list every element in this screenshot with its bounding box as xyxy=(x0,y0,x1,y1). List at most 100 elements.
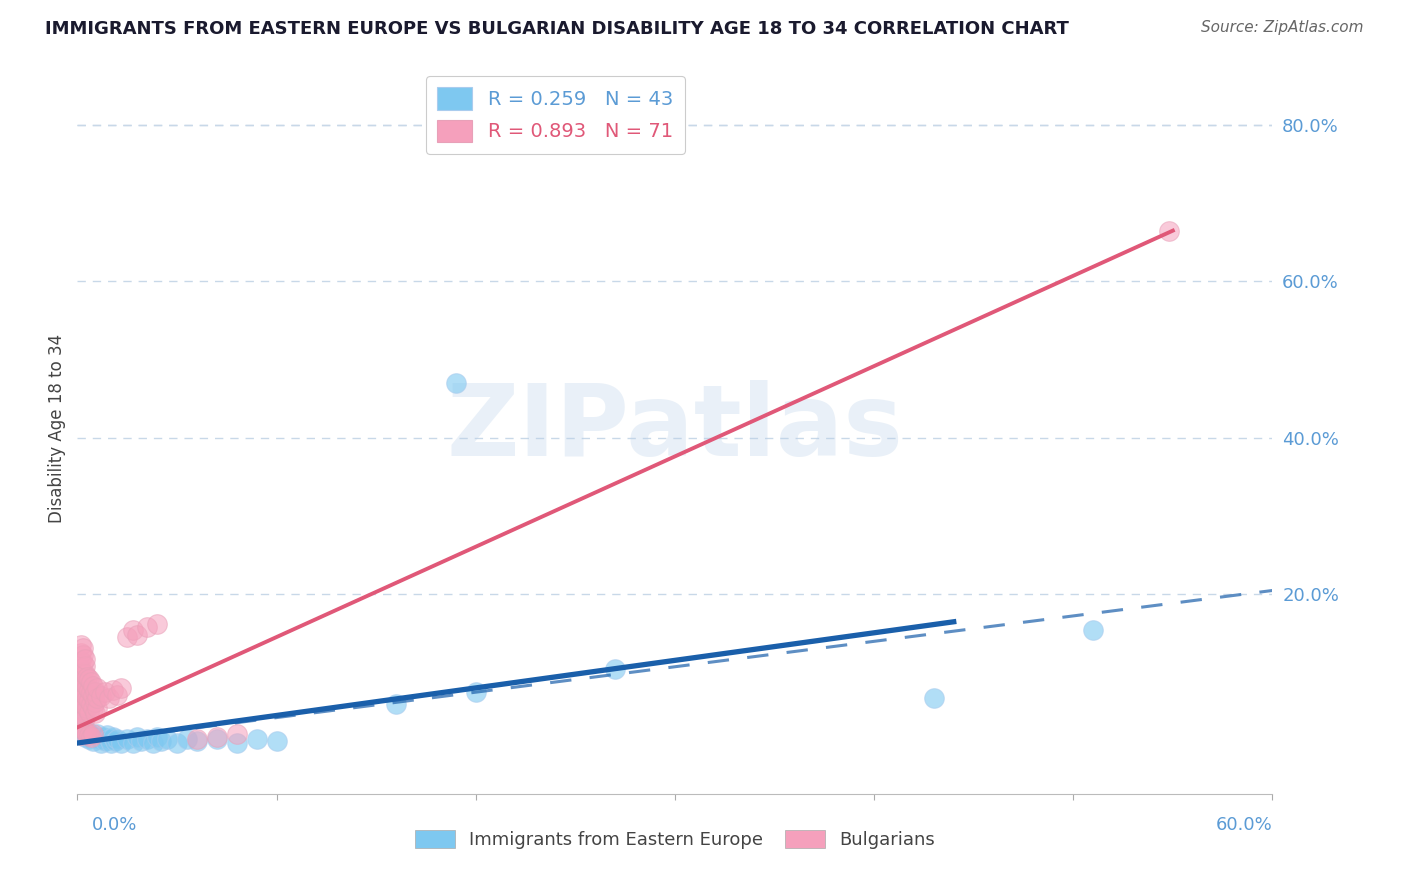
Point xyxy=(70,722,93,736)
Point xyxy=(100,736,122,750)
Point xyxy=(70,662,93,676)
Point xyxy=(72,640,94,655)
Point xyxy=(76,701,98,715)
Point xyxy=(225,726,247,740)
Point xyxy=(94,685,117,699)
Point xyxy=(67,669,90,683)
Point xyxy=(166,736,188,750)
Point xyxy=(82,689,104,703)
Point xyxy=(82,734,104,748)
Point xyxy=(67,716,90,731)
Point xyxy=(76,724,98,739)
Point xyxy=(75,724,97,739)
Point xyxy=(67,677,90,691)
Point xyxy=(72,648,94,663)
Point xyxy=(444,376,467,391)
Point xyxy=(79,682,101,697)
Point xyxy=(76,669,98,683)
Point xyxy=(104,734,127,748)
Point xyxy=(84,695,107,709)
Point xyxy=(103,682,124,697)
Point xyxy=(146,617,169,632)
Text: 0.0%: 0.0% xyxy=(91,816,136,834)
Point xyxy=(82,701,104,715)
Point xyxy=(90,689,112,703)
Point xyxy=(115,631,138,645)
Legend: Immigrants from Eastern Europe, Bulgarians: Immigrants from Eastern Europe, Bulgaria… xyxy=(408,822,942,856)
Point xyxy=(156,732,179,747)
Point xyxy=(105,688,128,702)
Point xyxy=(72,657,94,671)
Point xyxy=(186,732,208,747)
Point xyxy=(129,734,152,748)
Point xyxy=(79,728,101,742)
Point xyxy=(186,734,208,748)
Point xyxy=(98,690,121,705)
Point xyxy=(70,705,93,719)
Point xyxy=(115,732,138,747)
Point xyxy=(122,736,145,750)
Point xyxy=(72,726,94,740)
Point xyxy=(86,690,108,705)
Point xyxy=(82,679,104,693)
Point xyxy=(72,685,94,699)
Point xyxy=(75,698,97,713)
Point xyxy=(70,654,93,668)
Point xyxy=(72,722,94,736)
Point xyxy=(84,706,107,721)
Point xyxy=(142,736,165,750)
Point xyxy=(75,677,97,691)
Point xyxy=(1157,224,1180,238)
Point xyxy=(122,623,145,637)
Point xyxy=(70,693,93,707)
Point xyxy=(110,736,132,750)
Point xyxy=(605,662,627,676)
Point xyxy=(80,697,103,711)
Text: IMMIGRANTS FROM EASTERN EUROPE VS BULGARIAN DISABILITY AGE 18 TO 34 CORRELATION : IMMIGRANTS FROM EASTERN EUROPE VS BULGAR… xyxy=(45,20,1069,37)
Point xyxy=(67,698,90,713)
Point xyxy=(127,730,149,744)
Point xyxy=(94,734,117,748)
Point xyxy=(72,697,94,711)
Point xyxy=(79,705,101,719)
Point xyxy=(70,673,93,688)
Point xyxy=(246,732,269,747)
Point xyxy=(105,732,128,747)
Point xyxy=(70,682,93,697)
Point xyxy=(91,730,114,744)
Point xyxy=(86,726,108,740)
Point xyxy=(70,728,93,742)
Point xyxy=(75,659,97,673)
Point xyxy=(75,688,97,702)
Point xyxy=(84,685,107,699)
Text: 60.0%: 60.0% xyxy=(1216,816,1272,834)
Point xyxy=(76,690,98,705)
Point xyxy=(76,680,98,694)
Point xyxy=(90,736,112,750)
Point xyxy=(70,720,93,734)
Point xyxy=(79,672,101,686)
Point xyxy=(176,732,198,747)
Point xyxy=(70,646,93,660)
Point xyxy=(225,736,247,750)
Point xyxy=(67,713,90,727)
Point xyxy=(76,726,98,740)
Point xyxy=(84,730,107,744)
Point xyxy=(86,701,108,715)
Point xyxy=(266,734,288,748)
Point xyxy=(80,730,103,744)
Point xyxy=(127,628,149,642)
Point xyxy=(80,728,103,742)
Point xyxy=(103,730,124,744)
Point xyxy=(150,734,173,748)
Point xyxy=(75,651,97,665)
Y-axis label: Disability Age 18 to 34: Disability Age 18 to 34 xyxy=(48,334,66,523)
Point xyxy=(67,688,90,702)
Point xyxy=(89,732,111,747)
Point xyxy=(80,685,103,699)
Point xyxy=(110,681,132,696)
Point xyxy=(922,690,945,705)
Point xyxy=(205,730,228,744)
Text: ZIPatlas: ZIPatlas xyxy=(447,380,903,476)
Point xyxy=(385,697,408,711)
